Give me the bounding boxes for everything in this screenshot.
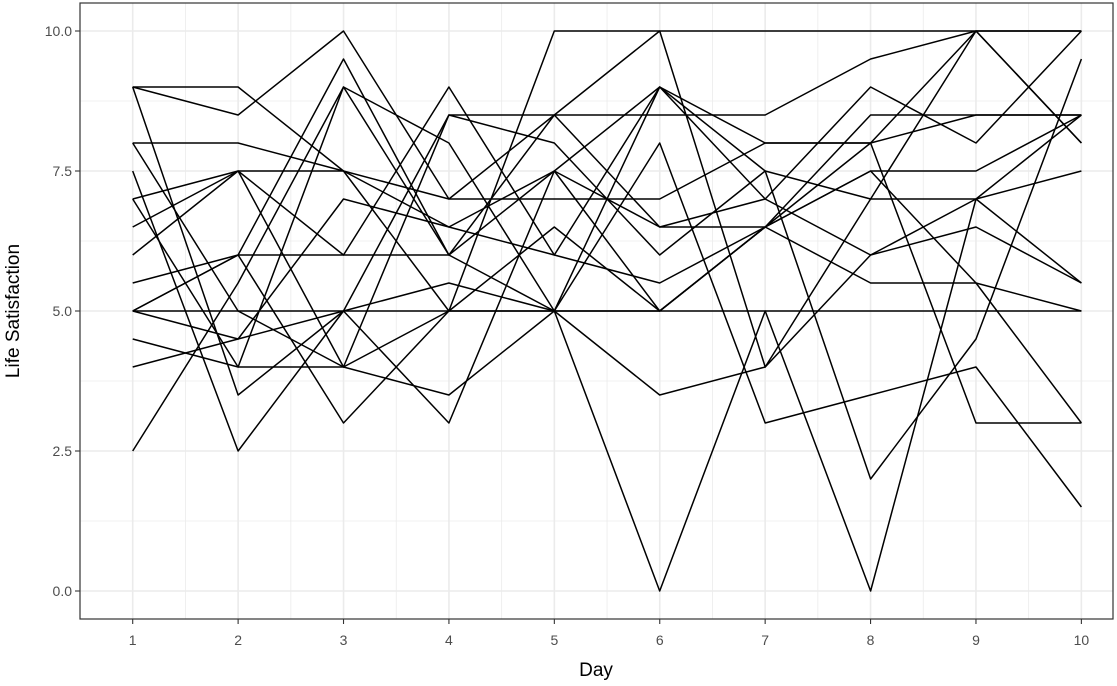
y-tick-label: 10.0 [45, 23, 72, 39]
x-axis-title: Day [579, 660, 613, 681]
series-lines [131, 30, 1083, 592]
x-tick-label: 5 [550, 632, 558, 648]
y-tick-label: 2.5 [53, 443, 73, 459]
x-tick-label: 1 [129, 632, 137, 648]
series-line-17 [131, 86, 1082, 424]
y-tick-label: 0.0 [53, 583, 73, 599]
series-line-16 [132, 86, 1082, 508]
axes: 1 2 3 4 5 6 7 8 9 10 0.0 2.5 5.0 7.5 10.0 [45, 23, 1090, 648]
series-line-8 [132, 30, 1082, 312]
x-tick-label: 8 [867, 632, 875, 648]
x-tick-label: 6 [656, 632, 664, 648]
y-tick-label: 5.0 [53, 303, 73, 319]
y-tick-label: 7.5 [53, 163, 73, 179]
y-axis-title: Life Satisfaction [3, 244, 24, 378]
x-tick-label: 4 [445, 632, 453, 648]
x-tick-label: 2 [234, 632, 242, 648]
x-tick-label: 7 [761, 632, 769, 648]
series-line-10 [131, 30, 1082, 452]
series-line-14 [132, 86, 1082, 424]
series-line-18 [132, 86, 1082, 340]
x-tick-label: 10 [1074, 632, 1090, 648]
x-tick-label: 9 [972, 632, 980, 648]
x-tick-label: 3 [340, 632, 348, 648]
series-line-7 [132, 30, 1082, 452]
